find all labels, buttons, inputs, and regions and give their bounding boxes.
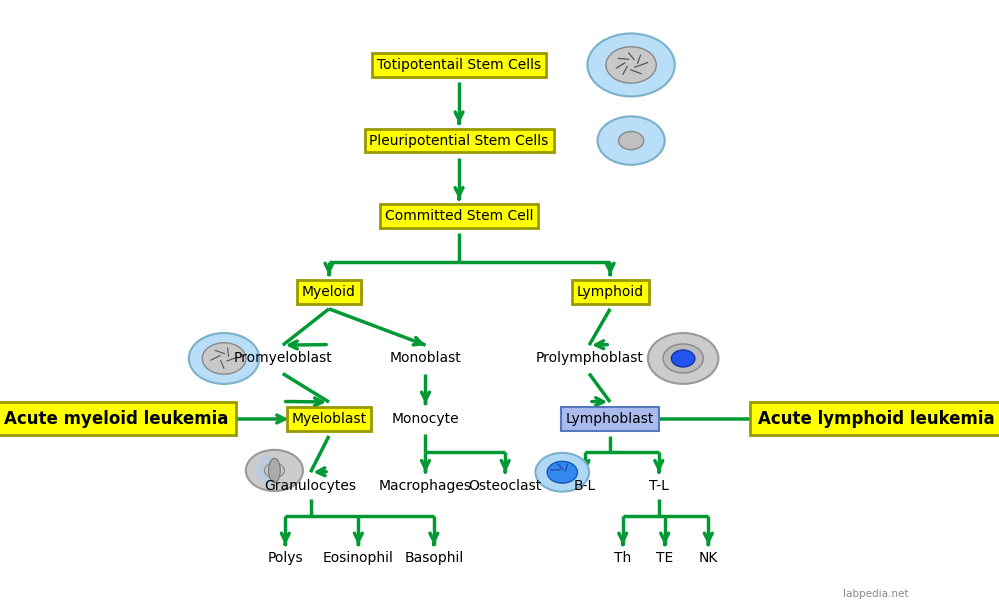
Text: Myeloblast: Myeloblast — [292, 412, 367, 426]
Text: Lymphoid: Lymphoid — [576, 285, 643, 299]
Circle shape — [597, 116, 664, 165]
Text: Polys: Polys — [268, 551, 303, 565]
Circle shape — [587, 33, 674, 97]
Text: Granulocytes: Granulocytes — [265, 478, 357, 492]
Ellipse shape — [269, 458, 281, 483]
Text: Macrophages: Macrophages — [379, 478, 472, 492]
Text: Acute lymphoid leukemia: Acute lymphoid leukemia — [758, 410, 994, 428]
Text: TE: TE — [656, 551, 673, 565]
Circle shape — [618, 131, 643, 150]
Circle shape — [671, 350, 695, 367]
Circle shape — [547, 461, 577, 483]
Text: Monocyte: Monocyte — [392, 412, 460, 426]
Circle shape — [648, 333, 718, 384]
Text: Basophil: Basophil — [405, 551, 464, 565]
Circle shape — [663, 344, 703, 373]
Circle shape — [606, 47, 656, 83]
Circle shape — [189, 333, 260, 384]
Circle shape — [265, 463, 285, 478]
Text: labpedia.net: labpedia.net — [842, 589, 908, 599]
Text: Th: Th — [614, 551, 631, 565]
Circle shape — [202, 343, 246, 374]
Text: Myeloid: Myeloid — [302, 285, 356, 299]
Text: NK: NK — [698, 551, 718, 565]
Text: Monoblast: Monoblast — [390, 351, 462, 365]
Circle shape — [246, 450, 303, 491]
Text: Promyeloblast: Promyeloblast — [234, 351, 333, 365]
Text: Prolymphoblast: Prolymphoblast — [535, 351, 643, 365]
Text: B-L: B-L — [573, 478, 596, 492]
Circle shape — [535, 453, 589, 492]
Text: Pleuripotential Stem Cells: Pleuripotential Stem Cells — [370, 134, 548, 148]
Text: Lymphoblast: Lymphoblast — [566, 412, 654, 426]
Ellipse shape — [256, 455, 280, 486]
Text: Osteoclast: Osteoclast — [469, 478, 541, 492]
Text: Committed Stem Cell: Committed Stem Cell — [385, 209, 533, 223]
Text: Acute myeloid leukemia: Acute myeloid leukemia — [4, 410, 229, 428]
Text: Eosinophil: Eosinophil — [323, 551, 394, 565]
Text: T-L: T-L — [649, 478, 668, 492]
Text: Totipotentail Stem Cells: Totipotentail Stem Cells — [377, 58, 541, 72]
